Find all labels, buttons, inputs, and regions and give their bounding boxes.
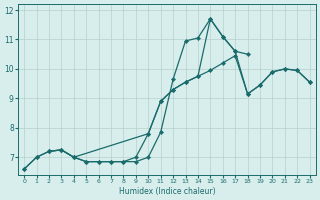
X-axis label: Humidex (Indice chaleur): Humidex (Indice chaleur) — [119, 187, 215, 196]
